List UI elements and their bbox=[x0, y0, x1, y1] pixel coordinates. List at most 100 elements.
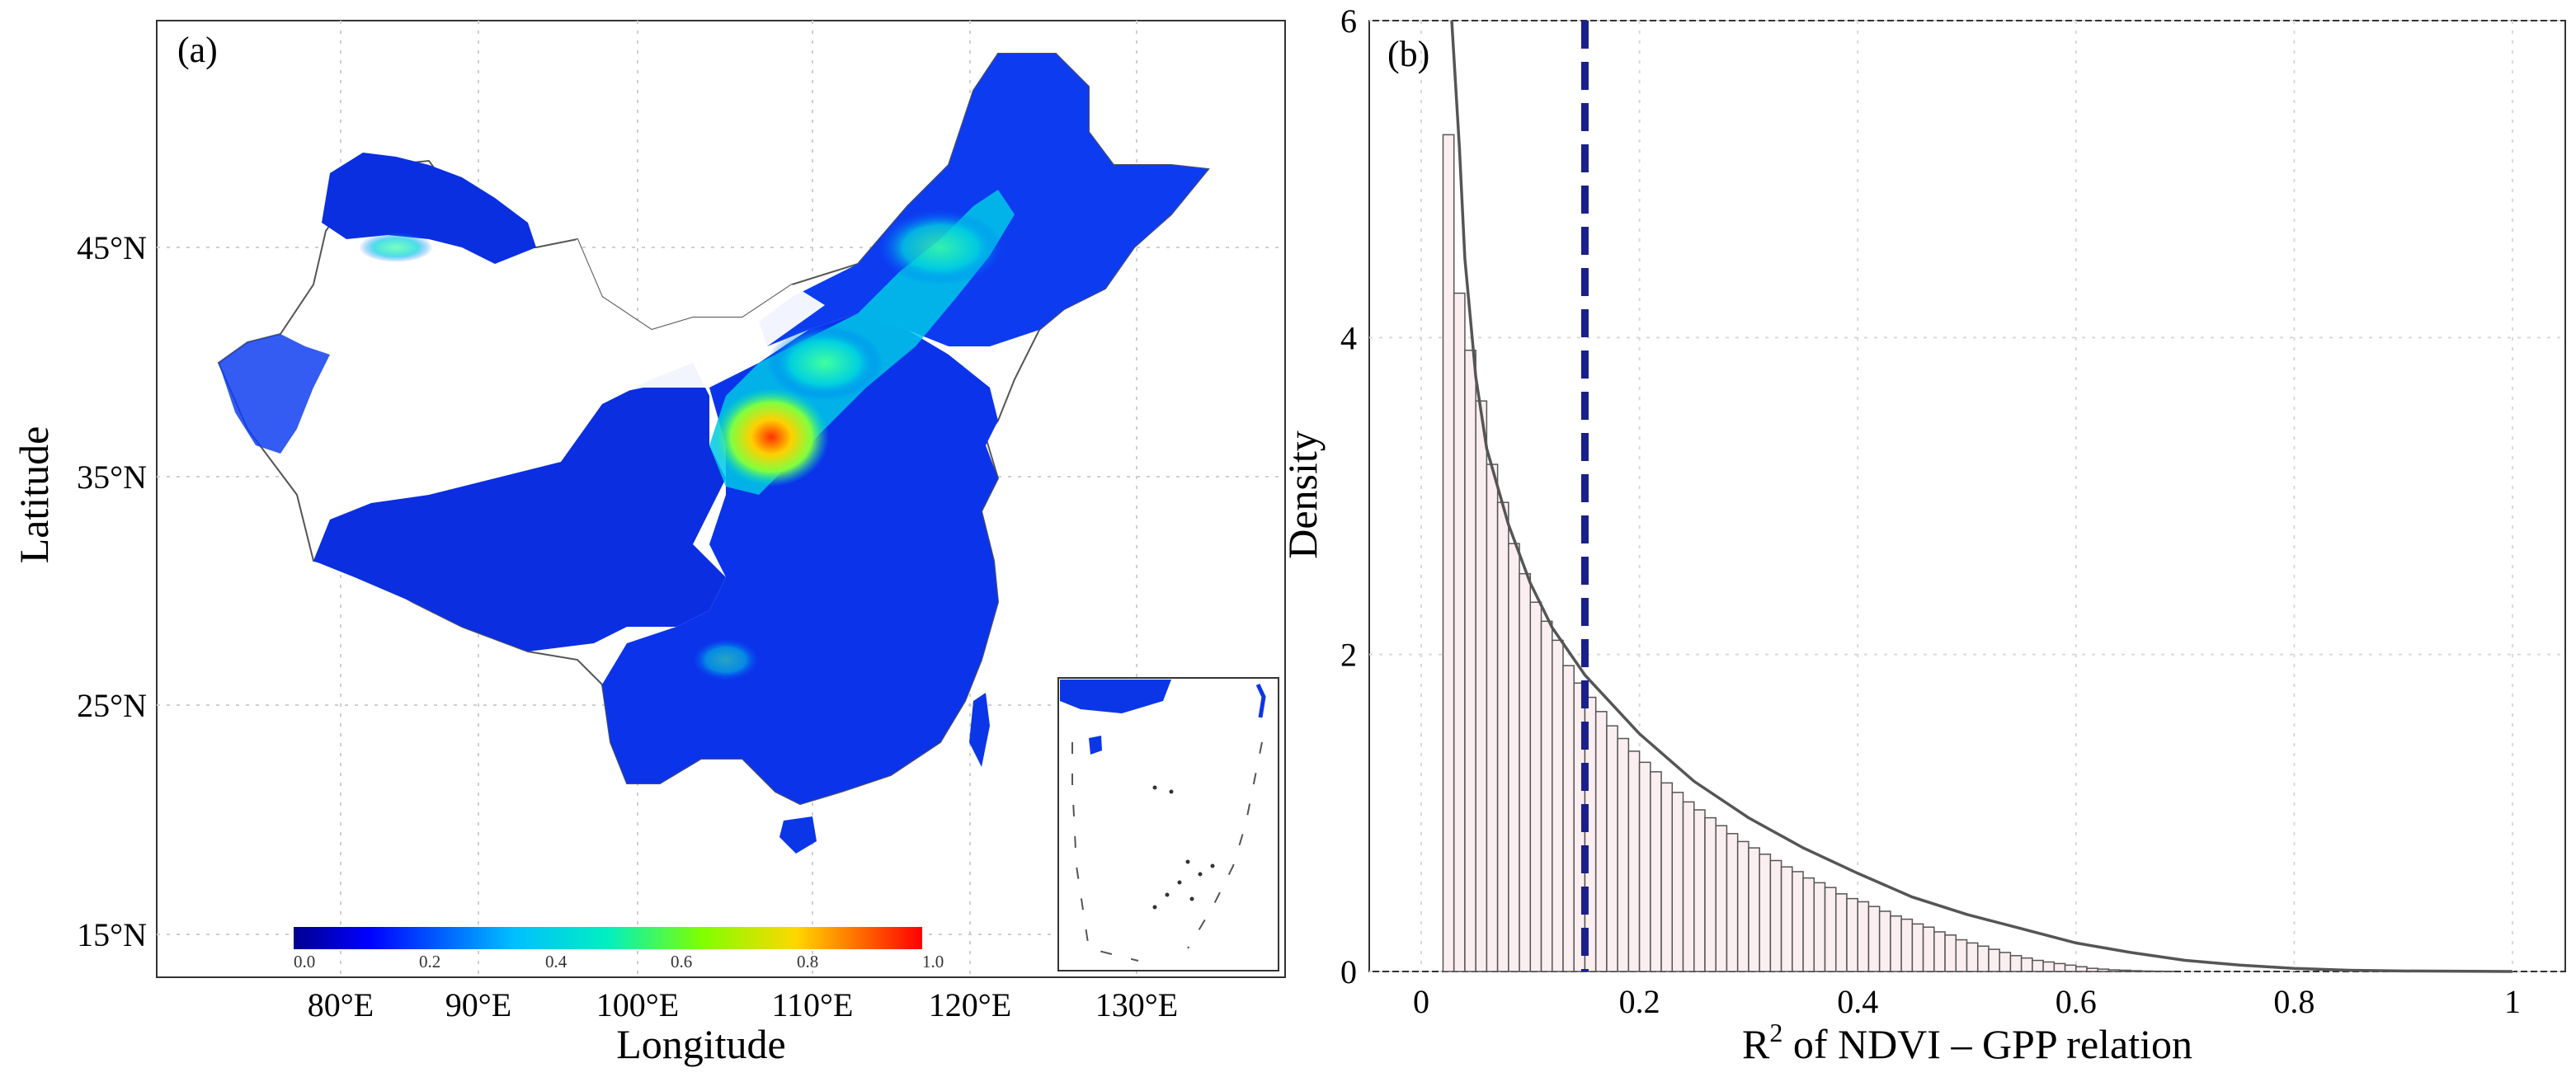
x-axis-label: R2 of NDVI – GPP relation bbox=[1742, 1018, 2192, 1067]
hotspot-north bbox=[767, 326, 883, 400]
map-y-tick: 35°N bbox=[77, 459, 147, 496]
histogram-bar bbox=[2107, 969, 2121, 972]
histogram-bar bbox=[1748, 847, 1760, 972]
colorbar-tick: 1.0 bbox=[922, 952, 944, 971]
histogram-bar bbox=[1759, 854, 1772, 972]
x-tick-labels: 0 0.2 0.4 0.6 0.8 1 bbox=[1413, 983, 2521, 1020]
desert-gobi bbox=[297, 239, 825, 462]
histogram-bar bbox=[1508, 543, 1520, 972]
x-tick-label: 0.4 bbox=[1837, 983, 1878, 1020]
colorbar: 0.0 0.2 0.4 0.6 0.8 1.0 bbox=[294, 927, 944, 971]
colorbar-ticks: 0.0 0.2 0.4 0.6 0.8 1.0 bbox=[294, 952, 944, 971]
x-label-suffix: of NDVI – GPP relation bbox=[1782, 1021, 2192, 1067]
y-tick-label: 4 bbox=[1340, 319, 1357, 356]
histogram-bar bbox=[1780, 866, 1793, 972]
density-curve bbox=[1450, 20, 2513, 973]
histogram-bar bbox=[1562, 665, 1575, 972]
colorbar-tick: 0.8 bbox=[797, 952, 818, 971]
histogram-bar bbox=[1878, 910, 1891, 972]
histogram-bar bbox=[2086, 967, 2099, 972]
histogram-bar bbox=[1552, 639, 1564, 972]
map-x-label: Longitude bbox=[616, 1021, 786, 1067]
histogram-bar bbox=[1813, 882, 1826, 972]
histogram-bar bbox=[1715, 825, 1728, 972]
histogram-bar bbox=[1529, 601, 1542, 972]
island-taiwan bbox=[969, 693, 990, 767]
histogram-bar bbox=[2020, 957, 2033, 972]
map-x-ticks: 80°E 90°E 100°E 110°E 120°E 130°E bbox=[308, 986, 1178, 1023]
map-x-tick: 130°E bbox=[1095, 986, 1178, 1023]
histogram-bar bbox=[1857, 901, 1870, 972]
histogram-bar bbox=[1824, 887, 1837, 972]
histogram-bar bbox=[1911, 923, 1924, 972]
histogram-bar bbox=[1540, 620, 1553, 972]
histogram-bar bbox=[1802, 877, 1815, 972]
histogram-bar bbox=[1890, 915, 1902, 972]
histogram-bar bbox=[1617, 737, 1630, 972]
island-hainan bbox=[779, 816, 817, 854]
x-tick-label: 1 bbox=[2504, 983, 2521, 1020]
histogram-bar bbox=[1944, 934, 1957, 972]
colorbar-tick: 0.6 bbox=[671, 952, 692, 971]
x-tick-label: 0.6 bbox=[2056, 983, 2097, 1020]
map-x-tick: 100°E bbox=[596, 986, 679, 1023]
histogram-bar bbox=[1867, 906, 1881, 972]
histogram-bar bbox=[2042, 961, 2056, 972]
histogram-bar bbox=[1606, 725, 1618, 972]
map-panel: 0.0 0.2 0.4 0.6 0.8 1.0 (a) 45°N 35°N 25… bbox=[11, 20, 1286, 1067]
map-y-tick: 25°N bbox=[77, 687, 147, 724]
histogram-bar bbox=[2097, 968, 2110, 972]
histogram-bar bbox=[1769, 859, 1782, 972]
map-x-tick: 120°E bbox=[929, 986, 1011, 1023]
histogram-bar bbox=[1834, 893, 1848, 972]
map-inset bbox=[1057, 677, 1279, 971]
histogram-bar bbox=[1475, 400, 1488, 972]
map-y-label: Latitude bbox=[11, 426, 57, 564]
histogram-bar bbox=[1594, 711, 1608, 972]
histogram-bar bbox=[1922, 926, 1935, 972]
region-tibet bbox=[313, 363, 726, 652]
histogram-bar bbox=[1496, 501, 1509, 972]
hotspot-xinjiang bbox=[359, 233, 433, 262]
x-tick-label: 0.2 bbox=[1619, 983, 1660, 1020]
map-y-tick: 45°N bbox=[77, 229, 147, 266]
histogram-bar bbox=[1726, 833, 1739, 972]
china-map bbox=[217, 53, 1210, 854]
map-y-tick: 15°N bbox=[77, 916, 147, 953]
histogram-bar bbox=[1650, 771, 1662, 972]
histogram-bar bbox=[2032, 959, 2044, 972]
histogram-bar bbox=[1442, 134, 1455, 972]
hotspot-south bbox=[693, 639, 759, 680]
histogram-bar bbox=[1453, 292, 1466, 972]
histogram-bar bbox=[1464, 349, 1476, 972]
map-x-tick: 90°E bbox=[445, 986, 511, 1023]
histogram-bar bbox=[1988, 948, 2000, 972]
histogram-bar bbox=[1736, 840, 1750, 972]
x-tick-label: 0.8 bbox=[2273, 983, 2315, 1020]
histogram-bar bbox=[1966, 942, 1979, 972]
histogram-bar bbox=[1486, 463, 1499, 972]
colorbar-tick: 0.2 bbox=[419, 952, 440, 971]
bars bbox=[1442, 134, 2175, 972]
histogram-bar bbox=[2064, 964, 2077, 972]
x-label-prefix: R bbox=[1742, 1021, 1770, 1067]
histogram-bar bbox=[2053, 962, 2066, 972]
colorbar-tick: 0.4 bbox=[545, 952, 567, 971]
histogram-bar bbox=[1704, 816, 1717, 972]
histogram-bar bbox=[2075, 966, 2088, 972]
histogram-bar bbox=[1846, 897, 1858, 972]
map-x-tick: 110°E bbox=[772, 986, 854, 1023]
histogram-bar bbox=[1933, 931, 1946, 972]
panel-a-label: (a) bbox=[177, 30, 218, 70]
region-east bbox=[602, 313, 998, 804]
histogram-bar bbox=[1660, 782, 1674, 972]
map-x-tick: 80°E bbox=[308, 986, 374, 1023]
panel-b-label: (b) bbox=[1387, 34, 1429, 74]
histogram-bar bbox=[2118, 969, 2131, 972]
y-tick-labels: 0 2 4 6 bbox=[1340, 2, 1357, 990]
colorbar-ramp bbox=[294, 927, 922, 949]
histogram-bar bbox=[1627, 750, 1641, 972]
histogram-bar bbox=[1519, 572, 1532, 972]
